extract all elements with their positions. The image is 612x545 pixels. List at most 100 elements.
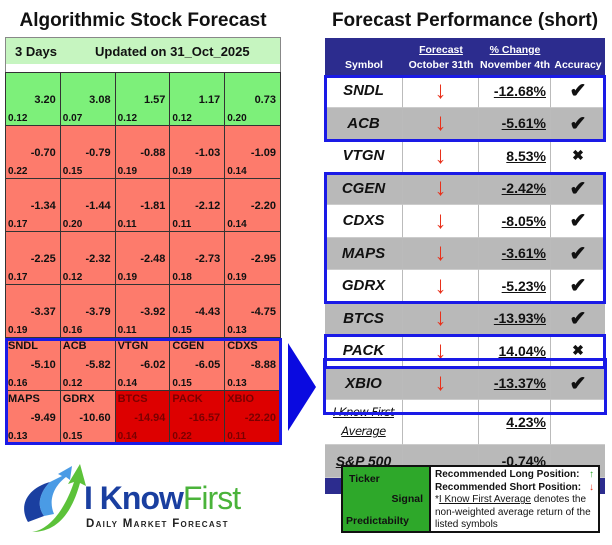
legend-signal: Signal bbox=[391, 493, 423, 505]
arrow-down-icon: ↓ bbox=[403, 335, 479, 368]
legend-short-label: Recommended Short Position: bbox=[435, 481, 582, 493]
cell-predictability: 0.12 bbox=[172, 113, 192, 124]
forecast-cell: ACB -5.82 0.12 bbox=[60, 338, 116, 391]
table-row: VTGN ↓ 8.53% ✖ bbox=[325, 140, 605, 173]
cell-signal: -4.75 bbox=[250, 306, 276, 318]
row-change: 14.04% bbox=[479, 335, 551, 368]
row-symbol: PACK bbox=[325, 335, 403, 368]
cell-signal: -2.32 bbox=[85, 253, 111, 265]
forecast-cell: -3.37 0.19 bbox=[6, 285, 61, 338]
row-symbol: VTGN bbox=[325, 140, 403, 173]
arrow-up-icon: ↑ bbox=[589, 469, 594, 480]
cell-signal: -0.70 bbox=[30, 147, 56, 159]
cross-icon: ✖ bbox=[551, 335, 605, 368]
cell-ticker: GDRX bbox=[62, 393, 95, 405]
cell-predictability: 0.20 bbox=[62, 219, 83, 230]
forecast-period: 3 Days bbox=[15, 43, 57, 59]
header-accuracy-label: Accuracy bbox=[554, 59, 602, 71]
cell-signal: -1.03 bbox=[195, 147, 221, 159]
average-label: I Know First Average bbox=[325, 400, 403, 445]
checkmark-icon: ✔ bbox=[551, 173, 605, 205]
cell-predictability: 0.11 bbox=[172, 219, 192, 230]
table-row: XBIO ↓ -13.37% ✔ bbox=[325, 367, 605, 400]
forecast-title: Algorithmic Stock Forecast bbox=[19, 10, 267, 31]
cell-signal: -1.34 bbox=[30, 200, 56, 212]
cell-predictability: 0.13 bbox=[227, 325, 247, 336]
forecast-cell: CDXS -8.88 0.13 bbox=[225, 338, 280, 391]
header-spacer bbox=[5, 64, 281, 72]
table-header: Symbol Forecast October 31th % Change No… bbox=[325, 38, 605, 75]
row-change: -8.05% bbox=[479, 205, 551, 238]
forecast-panel: 3 Days Updated on 31_Oct_2025 3.20 0.12 3.… bbox=[5, 37, 281, 445]
header-symbol-label: Symbol bbox=[345, 59, 383, 71]
arrow-down-icon: ↓ bbox=[403, 107, 479, 140]
i-know-first-logo: I KnowFirst Daily Market Forecast bbox=[18, 460, 278, 540]
logo-brand-part2: First bbox=[182, 480, 241, 516]
cell-predictability: 0.12 bbox=[62, 272, 83, 283]
cross-icon: ✖ bbox=[551, 140, 605, 173]
row-change: 8.53% bbox=[479, 140, 551, 173]
cell-signal: -2.48 bbox=[140, 253, 166, 265]
row-symbol: GDRX bbox=[325, 270, 403, 303]
cell-signal: 3.20 bbox=[34, 94, 56, 106]
forecast-cell: -1.81 0.11 bbox=[115, 179, 171, 232]
cell-ticker: CDXS bbox=[227, 340, 258, 352]
row-symbol: ACB bbox=[325, 107, 403, 140]
forecast-cell: -3.79 0.16 bbox=[60, 285, 116, 338]
row-change: -5.61% bbox=[479, 107, 551, 140]
forecast-cell: VTGN -6.02 0.14 bbox=[115, 338, 171, 391]
cell-signal: 1.57 bbox=[143, 94, 166, 106]
cell-signal: -3.92 bbox=[140, 306, 166, 318]
arrow-down-icon: ↓ bbox=[403, 172, 479, 205]
arrow-down-icon: ↓ bbox=[403, 367, 479, 400]
table-row: CDXS ↓ -8.05% ✔ bbox=[325, 205, 605, 238]
row-symbol: SNDL bbox=[325, 75, 403, 108]
row-symbol: MAPS bbox=[325, 237, 403, 270]
legend-box: Ticker Signal Predictabilty Recommended … bbox=[341, 465, 600, 533]
forecast-cell: -4.75 0.13 bbox=[225, 285, 280, 338]
cell-predictability: 0.15 bbox=[172, 325, 192, 336]
row-symbol: CDXS bbox=[325, 205, 403, 238]
arrow-down-icon: ↓ bbox=[403, 270, 479, 303]
forecast-cell: 1.57 0.12 bbox=[115, 73, 171, 126]
cell-predictability: 0.19 bbox=[227, 272, 247, 283]
cell-signal: -1.81 bbox=[140, 200, 166, 212]
row-symbol: BTCS bbox=[325, 302, 403, 335]
table-row: BTCS ↓ -13.93% ✔ bbox=[325, 302, 605, 335]
legend-long-row: Recommended Long Position: ↑ bbox=[435, 469, 594, 482]
arrow-down-icon: ↓ bbox=[403, 140, 479, 173]
cell-predictability: 0.14 bbox=[227, 219, 247, 230]
cell-predictability: 0.12 bbox=[62, 378, 83, 389]
cell-predictability: 0.12 bbox=[8, 113, 28, 124]
average-change: 4.23% bbox=[479, 400, 551, 445]
row-change: -13.93% bbox=[479, 302, 551, 335]
forecast-cell: 1.17 0.12 bbox=[170, 73, 226, 126]
checkmark-icon: ✔ bbox=[551, 368, 605, 400]
cell-ticker: ACB bbox=[62, 340, 87, 352]
forecast-cell: -2.12 0.11 bbox=[170, 179, 226, 232]
cell-ticker: VTGN bbox=[117, 340, 149, 352]
cell-predictability: 0.19 bbox=[172, 166, 192, 177]
cell-predictability: 0.15 bbox=[62, 166, 83, 177]
arrow-down-icon: ↓ bbox=[403, 302, 479, 335]
cell-predictability: 0.20 bbox=[227, 113, 247, 124]
arrow-down-icon: ↓ bbox=[403, 237, 479, 270]
cell-signal: -2.25 bbox=[30, 253, 56, 265]
forecast-cell: -4.43 0.15 bbox=[170, 285, 226, 338]
forecast-cell: 3.08 0.07 bbox=[60, 73, 116, 126]
forecast-cell: PACK -16.57 0.22 bbox=[170, 391, 226, 444]
cell-predictability: 0.14 bbox=[117, 378, 138, 389]
forecast-cell: -1.44 0.20 bbox=[60, 179, 116, 232]
cell-signal: -5.82 bbox=[85, 359, 111, 371]
checkmark-icon: ✔ bbox=[551, 303, 605, 335]
header-change-label: % Change bbox=[489, 44, 541, 56]
cell-signal: -2.95 bbox=[250, 253, 276, 265]
arrow-down-icon: ↓ bbox=[589, 481, 594, 493]
legend-predictability: Predictabilty bbox=[346, 515, 410, 527]
cell-predictability: 0.22 bbox=[172, 431, 192, 442]
legend-ticker: Ticker bbox=[349, 473, 380, 485]
cell-predictability: 0.11 bbox=[117, 219, 137, 230]
header-change: % Change November 4th bbox=[479, 38, 551, 75]
cell-signal: -5.10 bbox=[30, 359, 56, 371]
forecast-cell: -1.09 0.14 bbox=[225, 126, 280, 179]
